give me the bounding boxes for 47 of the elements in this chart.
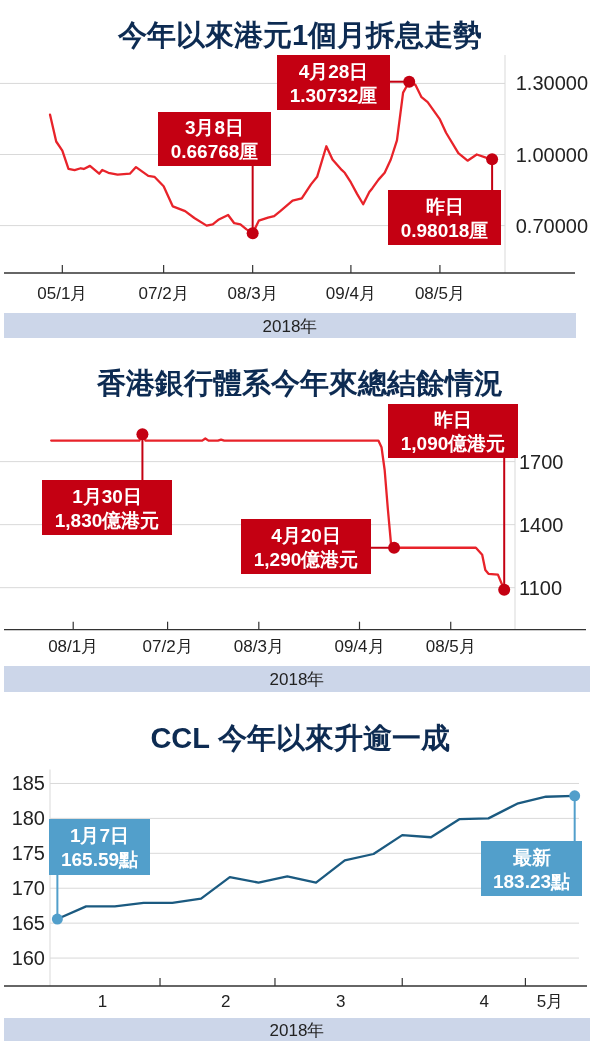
y-tick-label: 175 <box>11 842 45 865</box>
x-tick-label: 08/5月 <box>414 284 465 303</box>
x-axis-title: 2018年 <box>269 670 325 689</box>
x-tick-label: 05/1月 <box>37 284 88 303</box>
annotation: 3月8日 0.66768厘 <box>170 117 259 162</box>
chart-title: 香港銀行體系今年來總結餘情況 <box>96 367 503 399</box>
point <box>388 541 401 554</box>
annotation: 1月7日 165.59點 <box>60 825 139 870</box>
x-tick-label: 07/2月 <box>142 637 193 656</box>
x-tick-label: 5月 <box>536 992 564 1011</box>
x-tick-label: 3 <box>335 992 346 1011</box>
annotation: 4月20日 1,290億港元 <box>253 524 359 570</box>
annotation: 1月30日 1,830億港元 <box>54 485 160 531</box>
y-tick-label: 160 <box>11 947 45 970</box>
y-tick-label: 180 <box>11 807 45 830</box>
x-tick-label: 09/4月 <box>325 284 376 303</box>
chart-title: 今年以來港元1個月拆息走勢 <box>116 19 483 51</box>
x-tick-label: 2 <box>220 992 231 1011</box>
x-tick-label: 09/4月 <box>334 637 385 656</box>
y-tick-label: 1400 <box>519 513 564 536</box>
y-tick-label: 0.70000 <box>515 214 588 237</box>
x-tick-label: 08/3月 <box>233 637 284 656</box>
x-tick-label: 08/3月 <box>227 284 278 303</box>
y-tick-label: 1.30000 <box>515 72 588 95</box>
point <box>498 583 511 596</box>
annotation: 4月28日 1.30732厘 <box>289 60 378 106</box>
annotation: 昨日 1,090億港元 <box>400 409 506 454</box>
x-tick-label: 07/2月 <box>138 284 189 303</box>
y-tick-label: 185 <box>11 772 45 795</box>
x-tick-label: 08/5月 <box>425 637 476 656</box>
chart-title: CCL 今年以來升逾一成 <box>150 722 450 754</box>
x-axis-title: 2018年 <box>262 316 318 336</box>
y-tick-label: 1.00000 <box>515 143 588 166</box>
point <box>403 75 416 88</box>
point <box>246 227 259 240</box>
point <box>486 153 499 166</box>
point <box>136 428 149 441</box>
y-tick-label: 1700 <box>519 450 564 473</box>
x-tick-label: 08/1月 <box>48 637 99 656</box>
y-tick-label: 1100 <box>519 576 563 599</box>
x-tick-label: 1 <box>97 992 108 1011</box>
y-tick-label: 165 <box>11 912 45 935</box>
annotation: 最新 183.23點 <box>492 846 571 892</box>
x-tick-label: 4 <box>479 992 490 1011</box>
y-tick-label: 170 <box>11 877 45 900</box>
annotation: 昨日 0.98018厘 <box>400 195 489 241</box>
x-axis-title: 2018年 <box>269 1020 325 1040</box>
